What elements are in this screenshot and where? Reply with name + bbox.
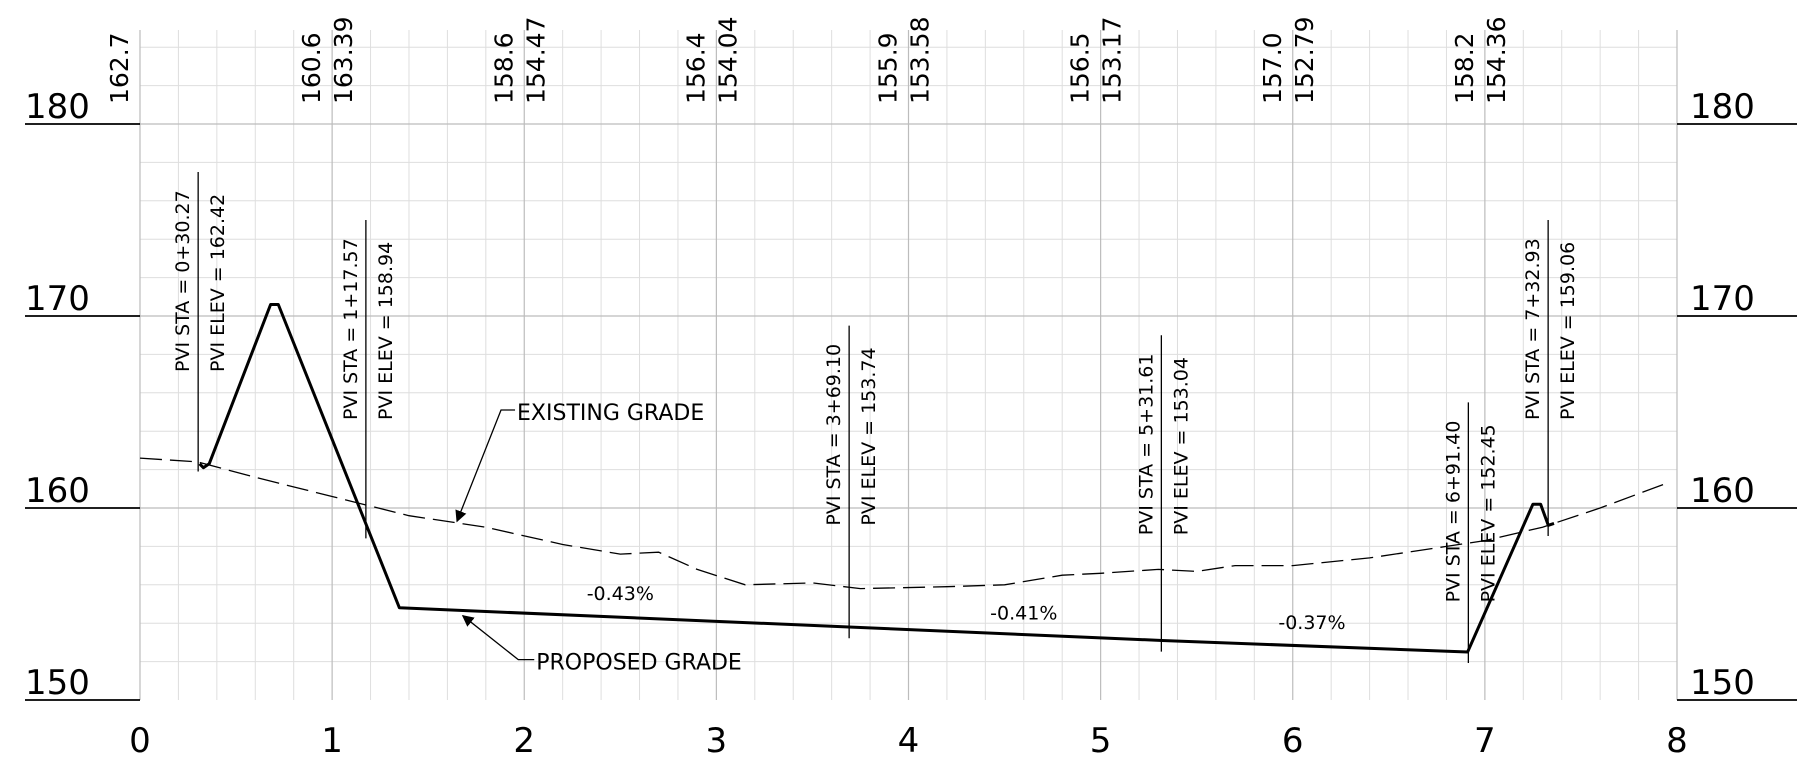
annotations: -0.43% -0.41% -0.37% EXISTING GRADE PROPOSED…	[455, 401, 1346, 676]
y-tick-label-right: 180	[1690, 87, 1755, 127]
top-existing-elevation: 158.2	[1450, 32, 1479, 104]
pvi-elevation-label: PVI ELEV = 162.42	[207, 194, 229, 372]
pvi-annotations: PVI STA = 0+30.27 PVI ELEV = 162.42 PVI ST…	[172, 172, 1579, 663]
y-tick-label-left: 160	[25, 471, 90, 511]
pvi-station-label: PVI STA = 5+31.61	[1135, 354, 1157, 536]
pvi-elevation-label: PVI ELEV = 153.04	[1170, 357, 1192, 535]
x-tick-label: 1	[321, 721, 343, 761]
top-existing-elevation: 156.4	[681, 32, 710, 104]
pvi-station-label: PVI STA = 3+69.10	[823, 344, 845, 526]
x-tick-label: 2	[513, 721, 535, 761]
proposed-grade-callout: PROPOSED GRADE	[536, 651, 742, 676]
y-tick-label-left: 180	[25, 87, 90, 127]
existing-grade-callout: EXISTING GRADE	[517, 401, 704, 426]
x-tick-label: 8	[1666, 721, 1688, 761]
grade-percent-label: -0.43%	[587, 583, 654, 605]
top-proposed-elevation: 153.58	[906, 17, 935, 104]
top-existing-elevation: 158.6	[489, 32, 518, 104]
grid	[139, 30, 1678, 700]
existing-grade-leader	[455, 409, 516, 523]
top-existing-elevation: 157.0	[1258, 32, 1287, 104]
pvi-station-label: PVI STA = 1+17.57	[340, 238, 362, 420]
x-tick-label: 4	[898, 721, 920, 761]
x-tick-label: 3	[706, 721, 728, 761]
top-proposed-elevation: 163.39	[329, 17, 358, 104]
x-tick-label: 5	[1090, 721, 1112, 761]
y-tick-label-right: 160	[1690, 471, 1755, 511]
top-proposed-elevation: 152.79	[1290, 17, 1319, 104]
top-proposed-elevation: 154.04	[713, 17, 742, 104]
y-tick-label-right: 170	[1690, 279, 1755, 319]
pvi-station-label: PVI STA = 6+91.40	[1442, 421, 1464, 603]
y-tick-label-left: 150	[25, 663, 90, 703]
top-existing-elevation: 155.9	[874, 32, 903, 104]
top-existing-elevation: 160.6	[297, 32, 326, 104]
pvi-elevation-label: PVI ELEV = 152.45	[1477, 424, 1499, 602]
y-tick-label-left: 170	[25, 279, 90, 319]
x-tick-label: 7	[1474, 721, 1496, 761]
x-tick-label: 6	[1282, 721, 1304, 761]
grade-percent-label: -0.37%	[1278, 612, 1345, 634]
pvi-elevation-label: PVI ELEV = 153.74	[858, 347, 880, 525]
x-tick-label: 0	[129, 721, 151, 761]
top-proposed-elevation: 153.17	[1098, 17, 1127, 104]
pvi-elevation-label: PVI ELEV = 158.94	[375, 242, 397, 420]
top-existing-elevation: 156.5	[1066, 32, 1095, 104]
top-proposed-elevation: 154.36	[1482, 17, 1511, 104]
y-tick-label-right: 150	[1690, 663, 1755, 703]
top-proposed-elevation: 154.47	[521, 17, 550, 104]
grade-percent-label: -0.41%	[990, 602, 1057, 624]
pvi-station-label: PVI STA = 7+32.93	[1522, 238, 1544, 420]
proposed-grade-leader	[461, 614, 535, 661]
pvi-station-label: PVI STA = 0+30.27	[172, 190, 194, 372]
axes: 150 150 160 160 170 170 180 180 0 1 2 3 4 5 6 7 8	[25, 87, 1797, 761]
existing-grade-line	[139, 457, 1668, 590]
top-existing-elevation: 162.7	[105, 32, 134, 104]
pvi-elevation-label: PVI ELEV = 159.06	[1557, 242, 1579, 420]
top-elevation-labels: 162.7 160.6 163.39 158.6 154.47 156.4 154.04 15…	[105, 17, 1511, 104]
